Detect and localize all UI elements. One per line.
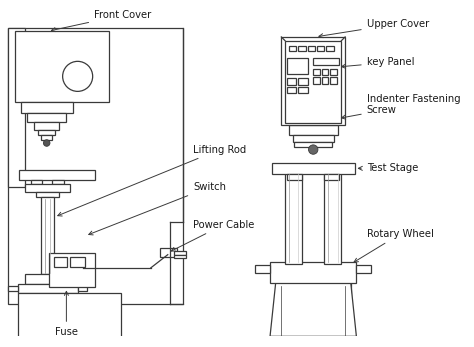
Bar <box>27 113 66 122</box>
Bar <box>70 257 85 267</box>
Bar <box>313 77 320 84</box>
Bar <box>21 102 73 113</box>
Polygon shape <box>276 283 351 336</box>
Bar <box>330 69 337 75</box>
Bar <box>272 163 355 174</box>
Bar <box>287 58 308 75</box>
Bar <box>298 87 308 93</box>
Bar <box>292 135 334 142</box>
Bar <box>356 265 372 272</box>
Bar <box>78 286 87 291</box>
Text: Indenter Fastening
Screw: Indenter Fastening Screw <box>341 94 460 119</box>
Bar <box>308 46 315 51</box>
Bar <box>322 77 328 84</box>
Bar <box>287 174 302 180</box>
Bar <box>285 41 341 123</box>
Bar <box>31 180 42 184</box>
Bar <box>313 58 339 65</box>
Text: key Panel: key Panel <box>341 57 414 68</box>
Bar <box>8 286 18 291</box>
Bar <box>19 170 94 180</box>
Text: Rotary Wheel: Rotary Wheel <box>354 229 434 262</box>
Bar <box>41 197 54 274</box>
Bar <box>25 274 70 284</box>
Bar <box>54 257 67 267</box>
Bar <box>255 265 270 272</box>
Bar <box>174 251 186 255</box>
Text: Upper Cover: Upper Cover <box>319 19 429 38</box>
Text: Test Stage: Test Stage <box>358 163 418 174</box>
Bar <box>298 46 306 51</box>
Bar <box>330 77 337 84</box>
Bar <box>325 172 341 264</box>
Text: Lifting Rod: Lifting Rod <box>58 145 246 216</box>
Bar <box>36 192 59 197</box>
Bar <box>287 78 296 85</box>
Bar <box>35 122 59 130</box>
Bar <box>18 293 121 340</box>
Bar <box>52 180 64 184</box>
Polygon shape <box>270 283 356 336</box>
Bar <box>294 142 332 147</box>
Bar <box>25 184 70 192</box>
Bar <box>313 69 320 75</box>
Text: Switch: Switch <box>89 182 226 235</box>
Bar <box>41 135 52 140</box>
Bar <box>38 130 55 135</box>
Bar <box>15 31 109 102</box>
Bar <box>317 46 325 51</box>
Text: Fuse: Fuse <box>55 291 78 337</box>
Bar <box>285 172 302 264</box>
Text: Power Cable: Power Cable <box>171 220 255 251</box>
Circle shape <box>44 140 50 146</box>
Bar <box>325 174 339 180</box>
Bar <box>174 255 186 259</box>
Bar <box>298 78 308 85</box>
Bar <box>327 46 334 51</box>
Text: Front Cover: Front Cover <box>51 10 151 32</box>
Bar <box>322 69 328 75</box>
Bar <box>289 46 296 51</box>
Bar <box>289 125 337 135</box>
Bar <box>270 262 356 283</box>
Bar <box>160 248 177 257</box>
Bar <box>281 37 345 125</box>
Bar <box>18 284 78 293</box>
Circle shape <box>309 145 318 154</box>
Bar <box>8 27 183 304</box>
Bar <box>8 27 25 187</box>
Bar <box>49 253 94 287</box>
Bar <box>287 87 296 93</box>
